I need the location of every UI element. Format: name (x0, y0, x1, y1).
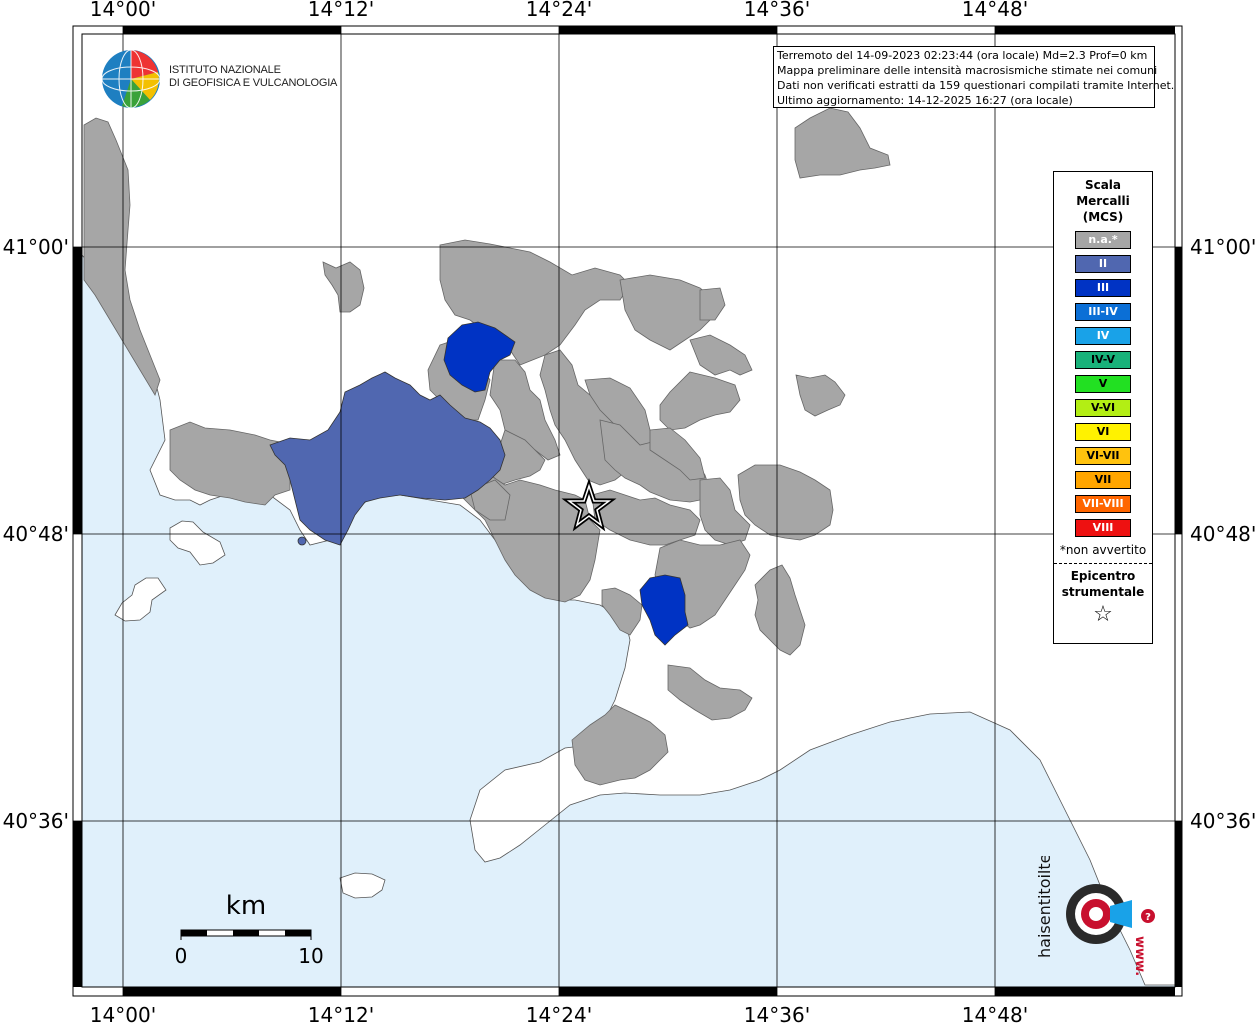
svg-text:haisentitoilterremoto.it: haisentitoilterremoto.it (1035, 856, 1054, 958)
legend-title-line: Scala (1084, 178, 1122, 192)
epicenter-marker[interactable] (561, 478, 617, 532)
haisentito-logo[interactable]: ? haisentitoilterremoto.it www. (1032, 774, 1162, 980)
scale-bar: km 0 10 (175, 891, 324, 968)
legend-swatch: VII-VIII (1075, 495, 1131, 513)
municipality-intensity-iii[interactable] (443, 321, 689, 646)
lon-label: 14°36' (744, 0, 810, 21)
lon-label: 14°36' (744, 1003, 810, 1024)
lon-label: 14°48' (962, 0, 1028, 21)
municipality-intensity-ii[interactable] (269, 371, 506, 546)
legend-swatch: III-IV (1075, 303, 1131, 321)
legend-title: Scala Mercalli (MCS) (1054, 177, 1152, 225)
ingv-logo (100, 48, 162, 114)
svg-text:www.: www. (1132, 936, 1147, 976)
lat-label: 40°48' (1190, 522, 1255, 546)
lon-labels-bottom: 14°00' 14°12' 14°24' 14°36' 14°48' (90, 1003, 1028, 1027)
graticule (73, 26, 1182, 996)
legend-epicenter-line: strumentale (1061, 585, 1145, 599)
legend-swatch: III (1075, 279, 1131, 297)
legend-separator (1054, 563, 1152, 564)
scale-end: 10 (298, 944, 323, 968)
event-info-line: Terremoto del 14-09-2023 02:23:44 (ora l… (777, 49, 1148, 62)
lat-labels-left: 41°00' 40°48' 40°36' (3, 235, 69, 833)
legend-epicenter-line: Epicentro (1070, 569, 1136, 583)
lat-label: 41°00' (3, 235, 69, 259)
map-frame (72, 25, 1183, 997)
lon-label: 14°12' (308, 0, 374, 21)
ingv-name-line2: DI GEOFISICA E VULCANOLOGIA (169, 77, 338, 89)
legend-title-line: Mercalli (1076, 194, 1130, 208)
lat-label: 41°00' (1190, 235, 1255, 259)
lon-label: 14°00' (90, 0, 156, 21)
lon-label: 14°24' (526, 0, 592, 21)
legend-swatches: n.a.* II III III-IV IV IV-V V V-VI VI VI-VII VII VI… (1054, 231, 1152, 537)
legend-swatch: V-VI (1075, 399, 1131, 417)
legend-title-line: (MCS) (1082, 210, 1124, 224)
star-icon: ☆ (1093, 602, 1113, 627)
lat-label: 40°36' (3, 809, 69, 833)
ingv-name-line1: ISTITUTO NAZIONALE (169, 64, 281, 76)
scale-start: 0 (175, 944, 188, 968)
lat-label: 40°36' (1190, 809, 1255, 833)
legend-note: *non avvertito (1059, 543, 1147, 557)
legend-swatch: VI (1075, 423, 1131, 441)
ingv-name: ISTITUTO NAZIONALE DI GEOFISICA E VULCAN… (169, 64, 337, 90)
lon-label: 14°24' (526, 1003, 592, 1024)
event-info-line: Mappa preliminare delle intensità macros… (777, 64, 1158, 77)
lat-labels-right: 41°00' 40°48' 40°36' (1190, 235, 1255, 833)
lon-label: 14°00' (90, 1003, 156, 1024)
lon-label: 14°12' (308, 1003, 374, 1024)
lon-labels-top: 14°00' 14°12' 14°24' 14°36' 14°48' (90, 0, 1028, 21)
legend-swatch: V (1075, 375, 1131, 393)
svg-text:?: ? (1145, 912, 1151, 923)
event-info-line: Dati non verificati estratti da 159 ques… (777, 79, 1175, 92)
legend-swatch: n.a.* (1075, 231, 1131, 249)
legend-swatch: VII (1075, 471, 1131, 489)
scale-unit: km (226, 891, 266, 921)
lat-label: 40°48' (3, 522, 69, 546)
legend-swatch: VI-VII (1075, 447, 1131, 465)
legend-swatch: IV-V (1075, 351, 1131, 369)
legend-swatch: II (1075, 255, 1131, 273)
legend-epicenter-label: Epicentro strumentale (1054, 568, 1152, 600)
legend-swatch: IV (1075, 327, 1131, 345)
event-info-box: Terremoto del 14-09-2023 02:23:44 (ora l… (773, 46, 1175, 108)
legend-swatch: VIII (1075, 519, 1131, 537)
mcs-legend: Scala Mercalli (MCS) n.a.* II III III-IV IV I… (1053, 171, 1153, 644)
event-info-line: Ultimo aggiornamento: 14-12-2025 16:27 (… (777, 94, 1073, 107)
lon-label: 14°48' (962, 1003, 1028, 1024)
